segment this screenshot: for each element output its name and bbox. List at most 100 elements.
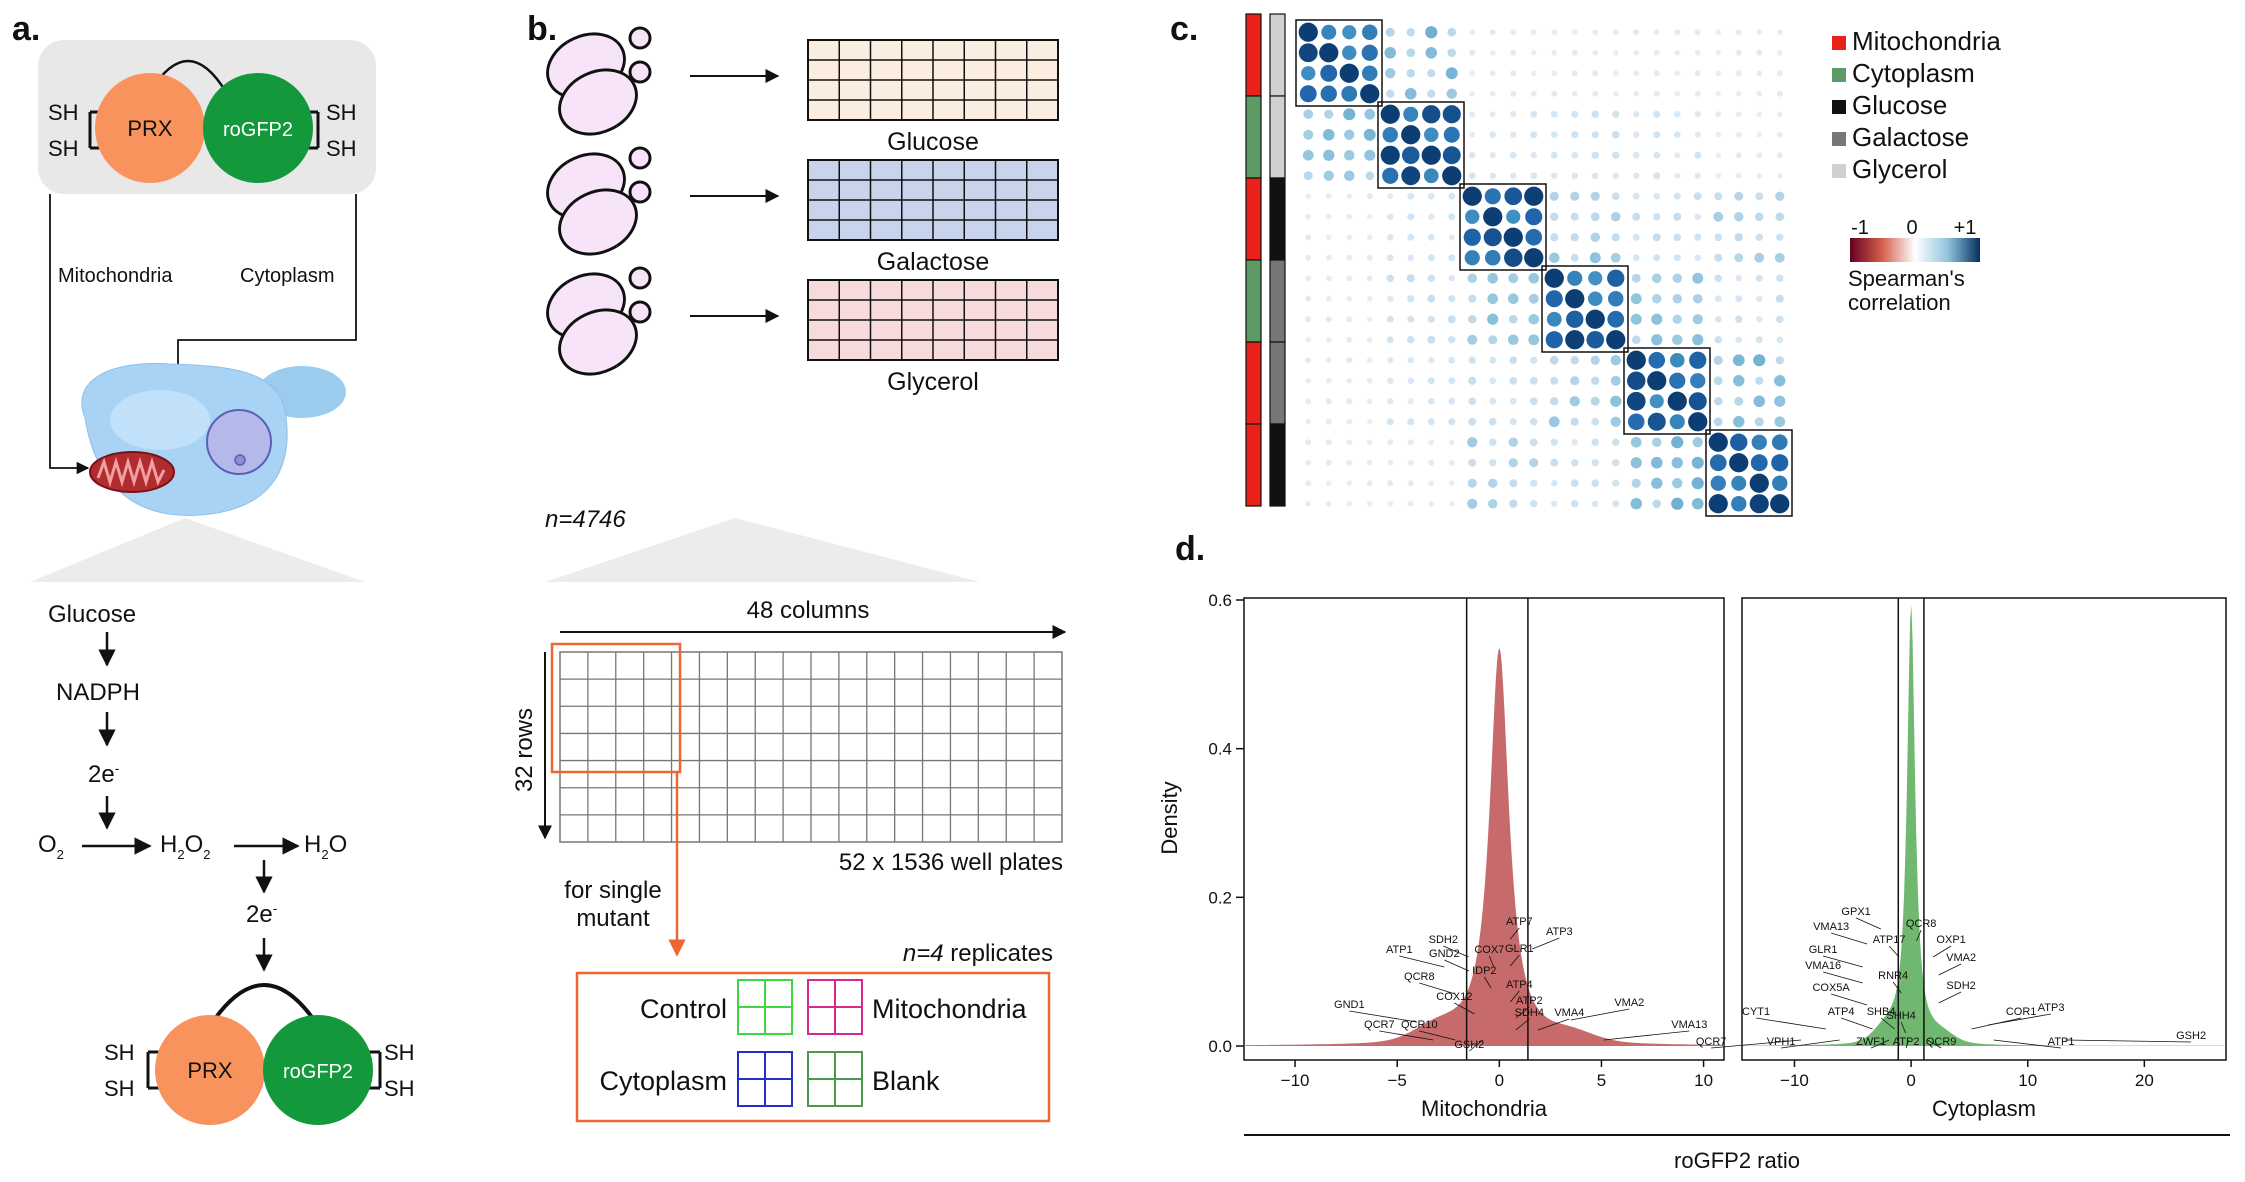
correlation-dot [1387, 357, 1394, 364]
correlation-dot [1298, 43, 1318, 63]
gene-label: ATP1 [1386, 944, 1413, 956]
correlation-dot [1571, 90, 1578, 97]
correlation-dot [1632, 254, 1640, 262]
correlation-dot [1715, 70, 1722, 77]
correlation-dot [1407, 254, 1415, 262]
correlation-dot [1735, 49, 1742, 56]
correlation-dot [1551, 49, 1558, 56]
x-tick-label: 10 [2018, 1071, 2037, 1090]
carbon-source-bar [1269, 259, 1286, 343]
correlation-dot [1735, 152, 1742, 159]
correlation-dot [1692, 437, 1703, 448]
correlation-dot [1591, 376, 1600, 385]
correlation-dot [1612, 479, 1620, 487]
correlation-dot [1633, 111, 1640, 118]
x-tick-label: −10 [1780, 1071, 1809, 1090]
correlation-dot [1571, 110, 1579, 118]
correlation-dot [1346, 480, 1353, 487]
plate-group: Glucose Galactose Glycerol [546, 26, 1059, 396]
gene-label: VMA16 [1805, 960, 1841, 972]
correlation-dot [1651, 477, 1663, 489]
correlation-dot [1632, 233, 1640, 241]
replicate-legend-box [575, 971, 1051, 1123]
yeast-bud [628, 146, 652, 170]
correlation-dot [1509, 499, 1518, 508]
replicate-legend: Control Mitochondria Cytoplasm Blank [599, 979, 1028, 1107]
correlation-dot [1631, 478, 1641, 488]
correlation-dot [1653, 192, 1661, 200]
correlation-dot [1346, 316, 1353, 323]
gene-label: ATP7 [1506, 916, 1533, 928]
gene-leader [1932, 945, 1952, 958]
correlation-dot [1483, 207, 1503, 227]
correlation-dot [1549, 191, 1559, 201]
correlation-dot [1361, 44, 1378, 61]
cluster-box [1295, 19, 1383, 107]
correlation-dot [1303, 171, 1313, 181]
correlation-dot [1325, 213, 1332, 220]
correlation-dot [1633, 90, 1640, 97]
gene-leader [1419, 1030, 1456, 1041]
correlation-dot [1469, 111, 1476, 118]
correlation-dot [1468, 151, 1476, 159]
cluster-box [1705, 429, 1793, 517]
correlation-dot [1771, 434, 1788, 451]
correlation-dot [1428, 500, 1435, 507]
legend-swatch [1832, 164, 1846, 178]
correlation-dot [1652, 294, 1662, 304]
correlation-dot [1305, 500, 1312, 507]
correlation-dot [1775, 294, 1784, 303]
correlation-dot [1525, 208, 1543, 226]
correlation-dot [1321, 24, 1337, 40]
correlation-dot [1693, 192, 1702, 201]
legend-swatch [1832, 68, 1846, 82]
correlation-dot [1448, 480, 1455, 487]
correlation-dot [1464, 250, 1480, 266]
correlation-dot [1755, 233, 1764, 242]
correlation-dot [1590, 396, 1600, 406]
correlation-dot [1731, 475, 1747, 491]
correlation-dot [1612, 110, 1620, 118]
correlation-dot [1713, 396, 1723, 406]
correlation-dot [1672, 334, 1683, 345]
correlation-dot [1653, 172, 1661, 180]
correlation-dot [1346, 275, 1353, 282]
correlation-dot [1530, 151, 1538, 159]
correlation-dot [1447, 315, 1456, 324]
correlation-dot [1673, 254, 1681, 262]
correlation-dot [1612, 459, 1620, 467]
correlation-dot [1735, 275, 1742, 282]
correlation-dot [1510, 111, 1517, 118]
correlation-dot [1550, 110, 1558, 118]
correlation-dot [1401, 166, 1421, 186]
correlation-dot [1610, 355, 1621, 366]
correlation-dot [1775, 315, 1784, 324]
gene-label: GND1 [1334, 999, 1365, 1011]
gene-label: ATP17 [1873, 934, 1906, 946]
gene-leader [1510, 954, 1520, 967]
cluster-box [1459, 183, 1547, 271]
gene-leader [1781, 1039, 1840, 1049]
carbon-source-bar [1269, 423, 1286, 507]
correlation-dot [1550, 212, 1559, 221]
correlation-dot [1424, 127, 1439, 142]
correlation-dot [1342, 25, 1357, 40]
correlation-dot [1612, 29, 1619, 36]
gene-leader [1880, 1017, 1895, 1030]
correlation-dot [1305, 377, 1312, 384]
plate-label: Glycerol [887, 368, 979, 396]
correlation-dot [1386, 336, 1394, 344]
correlation-dot [1671, 436, 1684, 449]
correlation-dot [1323, 170, 1334, 181]
correlation-dot [1346, 254, 1353, 261]
correlation-dot [1674, 49, 1681, 56]
mutant-highlight [550, 642, 682, 774]
correlation-dot [1589, 252, 1601, 264]
correlation-dot [1550, 151, 1558, 159]
correlation-dot [1592, 90, 1599, 97]
correlation-dot [1530, 29, 1537, 36]
correlation-dot [1545, 290, 1563, 308]
correlation-dot [1407, 356, 1415, 364]
correlation-dot [1591, 172, 1599, 180]
correlation-dot [1627, 413, 1645, 431]
